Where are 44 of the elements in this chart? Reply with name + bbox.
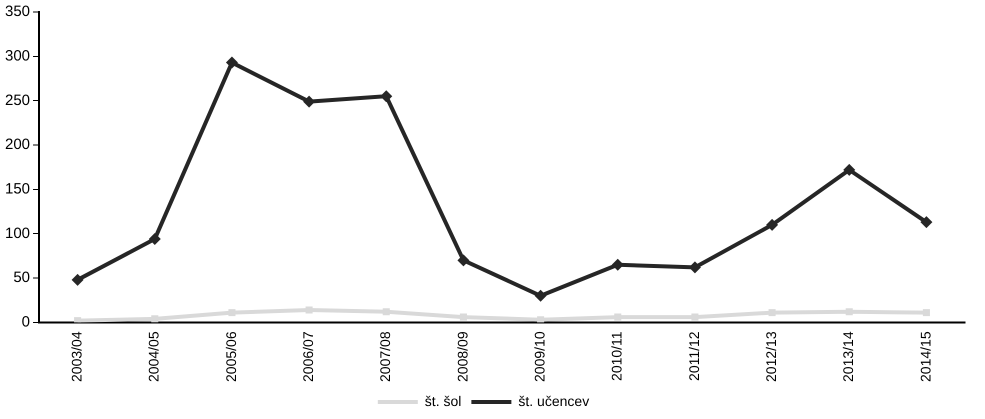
point (74, 317, 82, 322)
point (768, 309, 776, 316)
x-tick-label: 2012/13 (762, 331, 779, 382)
point (460, 314, 467, 321)
point (457, 254, 470, 266)
y-tick-label: 200 (4, 136, 30, 154)
x-tick-label: 2014/15 (917, 331, 934, 382)
point (380, 90, 392, 102)
legend-label: št. učencev (518, 392, 590, 409)
x-tick-label: 2007/08 (377, 331, 394, 382)
point (920, 216, 932, 228)
point (766, 218, 778, 231)
legend-label: št. šol (424, 392, 462, 409)
x-tick-label: 2004/05 (146, 331, 162, 382)
point (306, 306, 313, 314)
point (534, 290, 547, 302)
point (843, 164, 856, 176)
point (846, 308, 853, 316)
y-tick-label: 0 (22, 314, 30, 331)
point (226, 56, 238, 69)
x-tick-label: 2006/07 (300, 331, 316, 382)
point (614, 314, 622, 321)
point (537, 316, 544, 322)
x-tick-label: 2013/14 (840, 331, 856, 382)
y-tick-label: 350 (4, 3, 30, 20)
x-tick-label: 2009/10 (531, 331, 548, 382)
x-tick-label: 2010/11 (608, 331, 625, 381)
point (303, 96, 316, 108)
point (151, 315, 158, 322)
point (691, 314, 698, 321)
point (148, 233, 161, 246)
x-tick-label: 2003/04 (68, 331, 84, 382)
x-tick-label: 2011/12 (686, 331, 702, 381)
y-tick-label: 300 (4, 47, 30, 64)
y-tick-label: 250 (4, 92, 30, 109)
x-tick-label: 2008/09 (454, 331, 470, 382)
point (382, 308, 390, 316)
y-tick-label: 50 (13, 269, 30, 286)
y-tick-label: 150 (4, 180, 30, 198)
x-tick-label: 2005/06 (222, 331, 239, 382)
y-tick-label: 100 (4, 224, 30, 242)
point (72, 274, 84, 286)
point (228, 309, 236, 316)
point (922, 309, 930, 316)
